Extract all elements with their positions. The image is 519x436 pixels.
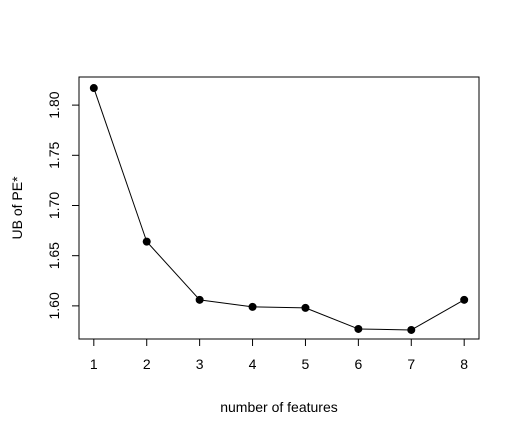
data-point bbox=[195, 295, 204, 304]
x-tick-label: 2 bbox=[143, 356, 151, 372]
data-point bbox=[460, 295, 469, 304]
x-axis: 1 2 3 4 5 6 7 8 bbox=[90, 338, 468, 372]
data-point bbox=[89, 84, 98, 93]
series-line-segment bbox=[305, 307, 359, 330]
series-line-segment bbox=[199, 299, 253, 308]
y-tick-label: 1.70 bbox=[46, 192, 62, 219]
y-axis-label: UB of PE* bbox=[9, 176, 25, 240]
data-point bbox=[248, 302, 257, 311]
series-line-segment bbox=[93, 87, 148, 242]
data-point bbox=[354, 324, 363, 333]
x-tick-label: 1 bbox=[90, 356, 98, 372]
x-tick-label: 7 bbox=[407, 356, 415, 372]
y-tick-label: 1.65 bbox=[46, 242, 62, 269]
data-point bbox=[407, 325, 416, 334]
y-tick-label: 1.60 bbox=[46, 292, 62, 319]
x-axis-label: number of features bbox=[220, 399, 338, 415]
data-point bbox=[301, 303, 310, 312]
series-layer bbox=[89, 84, 469, 334]
x-tick-label: 4 bbox=[249, 356, 257, 372]
y-tick-label: 1.80 bbox=[46, 91, 62, 118]
x-tick-label: 6 bbox=[354, 356, 362, 372]
series-line-segment bbox=[358, 328, 412, 331]
x-tick-label: 5 bbox=[302, 356, 310, 372]
y-tick-label: 1.75 bbox=[46, 141, 62, 168]
data-point bbox=[142, 237, 151, 246]
plot-frame bbox=[78, 76, 480, 340]
y-axis: 1.60 1.65 1.70 1.75 1.80 bbox=[46, 91, 80, 319]
series-line-segment bbox=[411, 299, 465, 331]
x-tick-label: 8 bbox=[460, 356, 468, 372]
x-tick-label: 3 bbox=[196, 356, 204, 372]
series-line-segment bbox=[146, 241, 201, 301]
series-line-segment bbox=[252, 306, 306, 309]
